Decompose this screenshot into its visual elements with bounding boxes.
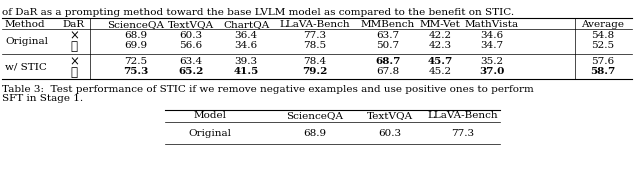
Text: of DaR as a prompting method toward the base LVLM model as compared to the benef: of DaR as a prompting method toward the … xyxy=(2,8,514,17)
Text: 60.3: 60.3 xyxy=(179,32,203,40)
Text: 69.9: 69.9 xyxy=(124,41,148,50)
Text: 67.8: 67.8 xyxy=(376,67,399,77)
Text: 63.7: 63.7 xyxy=(376,32,399,40)
Text: TextVQA: TextVQA xyxy=(168,20,214,29)
Text: 68.9: 68.9 xyxy=(303,129,326,138)
Text: 60.3: 60.3 xyxy=(378,129,401,138)
Text: 78.5: 78.5 xyxy=(303,41,326,50)
Text: 58.7: 58.7 xyxy=(590,67,616,77)
Text: 56.6: 56.6 xyxy=(179,41,203,50)
Text: 50.7: 50.7 xyxy=(376,41,399,50)
Text: Original: Original xyxy=(189,129,232,138)
Text: TextVQA: TextVQA xyxy=(367,112,413,121)
Text: 52.5: 52.5 xyxy=(591,41,614,50)
Text: ScienceQA: ScienceQA xyxy=(287,112,344,121)
Text: 57.6: 57.6 xyxy=(591,57,614,66)
Text: 35.2: 35.2 xyxy=(481,57,504,66)
Text: 34.6: 34.6 xyxy=(234,41,257,50)
Text: MM-Vet: MM-Vet xyxy=(420,20,460,29)
Text: 77.3: 77.3 xyxy=(303,32,326,40)
Text: 68.9: 68.9 xyxy=(124,32,148,40)
Text: 68.7: 68.7 xyxy=(375,57,401,66)
Text: ✓: ✓ xyxy=(70,40,77,53)
Text: w/ STIC: w/ STIC xyxy=(5,62,47,71)
Text: 34.6: 34.6 xyxy=(481,32,504,40)
Text: ScienceQA: ScienceQA xyxy=(108,20,164,29)
Text: Method: Method xyxy=(5,20,45,29)
Text: ChartQA: ChartQA xyxy=(223,20,269,29)
Text: 75.3: 75.3 xyxy=(124,67,148,77)
Text: Original: Original xyxy=(5,37,48,46)
Text: ✓: ✓ xyxy=(70,66,77,79)
Text: 42.2: 42.2 xyxy=(428,32,452,40)
Text: 39.3: 39.3 xyxy=(234,57,257,66)
Text: 37.0: 37.0 xyxy=(479,67,505,77)
Text: SFT in Stage 1.: SFT in Stage 1. xyxy=(2,94,83,103)
Text: 72.5: 72.5 xyxy=(124,57,148,66)
Text: 78.4: 78.4 xyxy=(303,57,326,66)
Text: ×: × xyxy=(69,29,79,43)
Text: 41.5: 41.5 xyxy=(234,67,259,77)
Text: Average: Average xyxy=(582,20,625,29)
Text: MathVista: MathVista xyxy=(465,20,519,29)
Text: Model: Model xyxy=(193,112,227,121)
Text: ×: × xyxy=(69,56,79,69)
Text: MMBench: MMBench xyxy=(361,20,415,29)
Text: DaR: DaR xyxy=(63,20,85,29)
Text: 77.3: 77.3 xyxy=(451,129,475,138)
Text: 65.2: 65.2 xyxy=(179,67,204,77)
Text: 54.8: 54.8 xyxy=(591,32,614,40)
Text: LLaVA-Bench: LLaVA-Bench xyxy=(280,20,350,29)
Text: 45.7: 45.7 xyxy=(428,57,452,66)
Text: 45.2: 45.2 xyxy=(428,67,452,77)
Text: 79.2: 79.2 xyxy=(302,67,328,77)
Text: 63.4: 63.4 xyxy=(179,57,203,66)
Text: 34.7: 34.7 xyxy=(481,41,504,50)
Text: 42.3: 42.3 xyxy=(428,41,452,50)
Text: 36.4: 36.4 xyxy=(234,32,257,40)
Text: LLaVA-Bench: LLaVA-Bench xyxy=(428,112,499,121)
Text: Table 3:  Test performance of STIC if we remove negative examples and use positi: Table 3: Test performance of STIC if we … xyxy=(2,85,534,94)
